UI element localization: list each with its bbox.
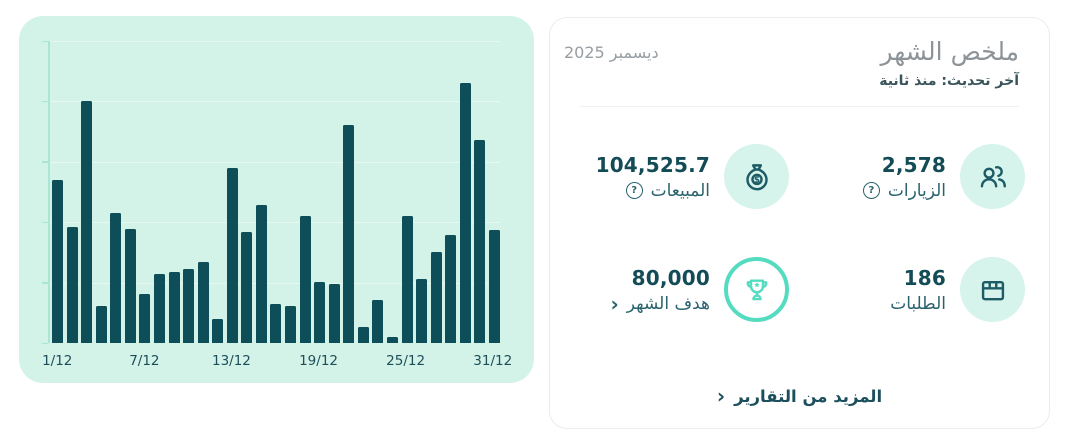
x-axis-labels: 1/12 7/12 13/12 19/12 25/12 31/12: [42, 353, 512, 375]
y-axis-tick: [42, 161, 48, 163]
period-label: ديسمبر 2025: [564, 43, 659, 62]
stat-goal: 80,000 هدف الشهر ‹: [580, 257, 789, 322]
y-axis-line: [48, 41, 50, 343]
gridline: [50, 222, 500, 224]
stat-text: 2,578 الزيارات ?: [862, 152, 946, 201]
x-axis-label: 1/12: [42, 353, 73, 369]
more-reports-link[interactable]: المزيد من التقارير ‹: [717, 386, 882, 406]
card-header: ملخص الشهر آخر تحديث: منذ ثانية ديسمبر 2…: [550, 18, 1049, 89]
gridline: [50, 282, 500, 284]
bar: [285, 306, 296, 343]
x-axis-label: 31/12: [473, 353, 513, 369]
bar: [255, 204, 267, 343]
more-reports-label[interactable]: المزيد من التقارير: [734, 386, 883, 406]
gridline: [50, 101, 500, 103]
sales-chart-card: 1/12 7/12 13/12 19/12 25/12 31/12: [19, 16, 534, 383]
stat-value: 80,000: [631, 265, 710, 290]
bar: [241, 231, 253, 343]
x-axis-label: 7/12: [129, 353, 160, 369]
stat-value: 104,525.7: [595, 152, 710, 177]
bar: [459, 82, 471, 343]
gridline: [50, 41, 500, 42]
chevron-left-icon[interactable]: ‹: [716, 384, 726, 408]
bar: [197, 261, 209, 343]
card-header-titles: ملخص الشهر آخر تحديث: منذ ثانية: [879, 37, 1019, 89]
y-axis-tick: [42, 221, 48, 224]
bar: [95, 305, 107, 343]
svg-text:$: $: [754, 175, 760, 185]
stat-orders: 186 الطلبات: [789, 257, 1025, 322]
bar: [488, 230, 500, 343]
stats-grid: 2,578 الزيارات ? $: [550, 107, 1049, 322]
header-divider: [580, 106, 1019, 107]
bar: [81, 101, 93, 343]
stat-text: 186 الطلبات: [890, 266, 946, 314]
chart-bars: [52, 41, 500, 343]
goal-link[interactable]: هدف الشهر ‹: [611, 294, 710, 314]
stat-label: الطلبات: [890, 293, 946, 314]
help-icon[interactable]: ?: [862, 182, 880, 199]
bar: [212, 319, 224, 343]
stat-label-row: الطلبات: [890, 294, 946, 314]
bar: [445, 234, 457, 343]
bar-chart: [42, 40, 500, 344]
stat-text: 104,525.7 المبيعات ?: [596, 153, 710, 201]
stat-value: 186: [903, 265, 946, 290]
bar: [416, 279, 428, 343]
bar: [386, 336, 398, 343]
stat-value: 2,578: [881, 152, 946, 177]
month-summary-card: ملخص الشهر آخر تحديث: منذ ثانية ديسمبر 2…: [549, 17, 1050, 429]
stat-text: 80,000 هدف الشهر ‹: [611, 266, 710, 314]
bar: [270, 304, 282, 343]
trophy-icon: [724, 257, 789, 322]
bar: [153, 273, 165, 343]
x-axis-label: 19/12: [299, 353, 338, 369]
stat-label-row: الزيارات ?: [862, 180, 946, 201]
bar: [401, 216, 413, 343]
bar: [139, 293, 151, 343]
last-updated-text: آخر تحديث: منذ ثانية: [879, 73, 1019, 89]
bar: [110, 213, 122, 343]
bar: [372, 299, 384, 343]
y-axis-tick: [42, 100, 48, 103]
package-icon: [960, 257, 1025, 322]
bar: [168, 271, 180, 343]
bar: [357, 327, 369, 343]
chevron-left-icon[interactable]: ‹: [610, 291, 619, 316]
bar: [52, 179, 63, 343]
card-title: ملخص الشهر: [880, 37, 1019, 66]
stat-label-row: المبيعات ?: [625, 180, 710, 201]
bar: [124, 228, 136, 343]
gridline: [50, 161, 500, 163]
y-axis-tick: [42, 40, 48, 42]
x-axis-label: 13/12: [211, 353, 251, 369]
bar: [474, 139, 486, 343]
bar: [226, 167, 238, 343]
bar: [183, 268, 195, 343]
y-axis-tick: [42, 342, 48, 344]
stat-label: الزيارات: [887, 180, 946, 201]
stat-label: المبيعات: [650, 180, 710, 201]
stat-visits: 2,578 الزيارات ?: [789, 144, 1025, 209]
bar: [328, 283, 340, 343]
stat-sales: $ 104,525.7 المبيعات ?: [580, 144, 789, 209]
bar: [430, 252, 442, 343]
stat-label[interactable]: هدف الشهر: [626, 293, 710, 314]
bar: [343, 125, 355, 343]
money-bag-icon: $: [724, 144, 789, 209]
y-axis-tick: [42, 282, 48, 284]
bar: [66, 226, 78, 343]
x-axis-label: 25/12: [386, 353, 426, 369]
bar: [314, 281, 326, 343]
users-icon: [960, 144, 1025, 209]
help-icon[interactable]: ?: [625, 182, 643, 199]
bar: [299, 215, 311, 343]
